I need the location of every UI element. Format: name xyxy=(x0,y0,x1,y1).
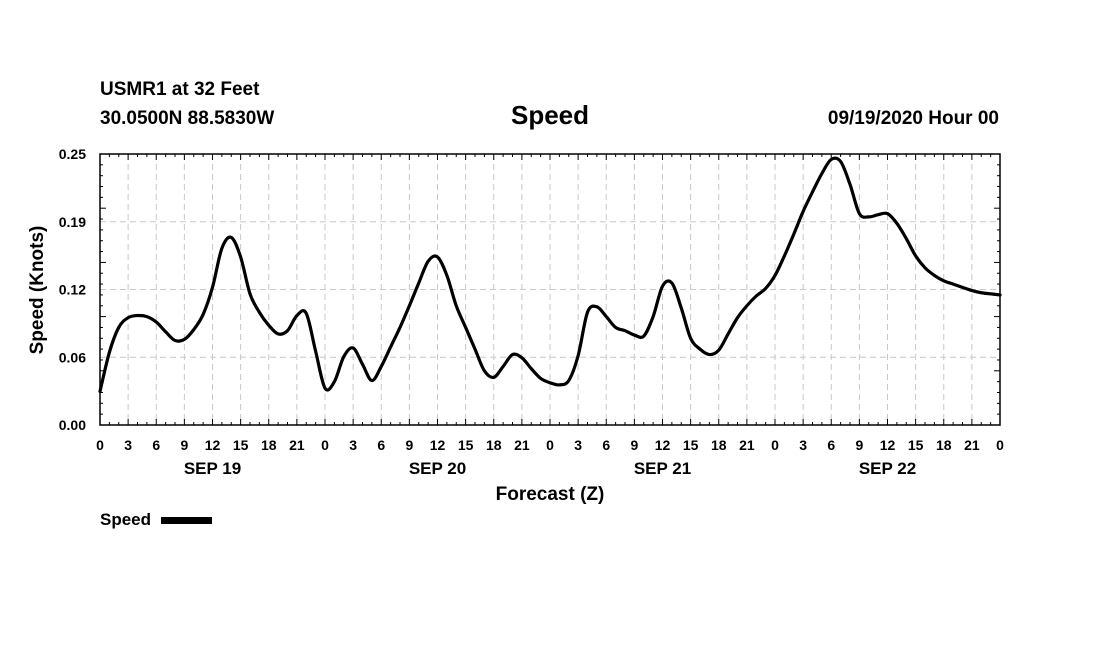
x-tick-label: 21 xyxy=(289,437,305,453)
legend-label: Speed xyxy=(100,510,151,529)
x-tick-label: 0 xyxy=(771,437,779,453)
day-label: SEP 20 xyxy=(409,459,466,478)
x-tick-label: 9 xyxy=(405,437,413,453)
datetime-label: 09/19/2020 Hour 00 xyxy=(828,108,999,129)
day-label: SEP 21 xyxy=(634,459,691,478)
x-tick-label: 18 xyxy=(936,437,952,453)
y-axis-label: Speed (Knots) xyxy=(27,226,48,355)
x-tick-label: 6 xyxy=(152,437,160,453)
x-tick-label: 15 xyxy=(233,437,249,453)
x-tick-label: 18 xyxy=(261,437,277,453)
station-label: USMR1 at 32 Feet xyxy=(100,79,260,100)
x-tick-label: 12 xyxy=(430,437,446,453)
y-tick-label: 0.25 xyxy=(59,146,86,162)
x-tick-label: 0 xyxy=(996,437,1004,453)
y-tick-label: 0.00 xyxy=(59,417,86,433)
x-tick-label: 3 xyxy=(349,437,357,453)
grid-lines xyxy=(100,154,1000,425)
y-tick-labels: 0.00 0.06 0.12 0.19 0.25 xyxy=(59,146,86,433)
x-tick-label: 3 xyxy=(124,437,132,453)
x-tick-label: 6 xyxy=(602,437,610,453)
x-tick-label: 21 xyxy=(964,437,980,453)
x-tick-labels: 0 3 6 9 12 15 18 21 0 3 6 9 12 15 18 21 0 3 6 9 12 15 18 21 0 3 6 9… xyxy=(96,437,1004,453)
day-label: SEP 22 xyxy=(859,459,916,478)
x-tick-label: 0 xyxy=(96,437,104,453)
x-tick-label: 3 xyxy=(799,437,807,453)
x-tick-label: 9 xyxy=(180,437,188,453)
x-tick-label: 9 xyxy=(855,437,863,453)
x-tick-label: 6 xyxy=(377,437,385,453)
x-tick-label: 6 xyxy=(827,437,835,453)
x-tick-label: 9 xyxy=(630,437,638,453)
x-tick-label: 15 xyxy=(908,437,924,453)
plot-frame xyxy=(99,153,1001,426)
y-tick-label: 0.06 xyxy=(59,349,86,365)
x-tick-label: 12 xyxy=(880,437,896,453)
x-tick-label: 12 xyxy=(205,437,221,453)
speed-series-line xyxy=(98,156,1002,393)
chart-title: Speed xyxy=(511,100,589,130)
legend-swatch xyxy=(161,517,212,524)
x-tick-label: 0 xyxy=(321,437,329,453)
x-tick-label: 15 xyxy=(683,437,699,453)
x-tick-label: 3 xyxy=(574,437,582,453)
x-tick-label: 12 xyxy=(655,437,671,453)
x-tick-label: 18 xyxy=(711,437,727,453)
x-tick-label: 15 xyxy=(458,437,474,453)
x-tick-label: 18 xyxy=(486,437,502,453)
y-tick-label: 0.19 xyxy=(59,214,86,230)
x-tick-label: 21 xyxy=(739,437,755,453)
x-tick-label: 0 xyxy=(546,437,554,453)
day-labels: SEP 19 SEP 20 SEP 21 SEP 22 xyxy=(184,459,916,478)
y-tick-label: 0.12 xyxy=(59,282,86,298)
x-tick-label: 21 xyxy=(514,437,530,453)
coords-label: 30.0500N 88.5830W xyxy=(100,108,274,129)
legend: Speed xyxy=(100,510,212,529)
x-axis-label: Forecast (Z) xyxy=(496,484,605,505)
day-label: SEP 19 xyxy=(184,459,241,478)
